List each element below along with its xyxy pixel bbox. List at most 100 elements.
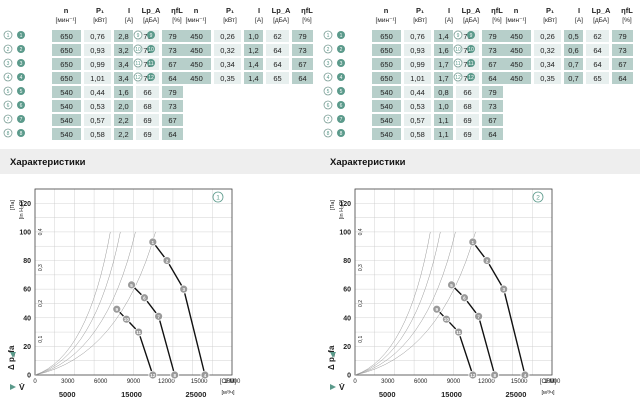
cell-bg	[84, 44, 111, 56]
y-tick-label: 100	[339, 229, 351, 236]
point-marker-3	[3, 58, 13, 68]
col-unit-right-1: [кВт]	[223, 17, 237, 24]
table-cell-left-7-4: 64	[488, 130, 496, 139]
operating-point-label-5: 5	[450, 283, 453, 288]
cell-bg	[162, 114, 183, 126]
point-marker-text-1: 1	[327, 33, 330, 39]
table-cell-left-6-3: 69	[463, 116, 471, 125]
y-alt-tick-label: 0,3	[358, 264, 364, 271]
table-cell-left-3-1: 1,01	[90, 74, 105, 83]
col-unit-left-0: [мин⁻¹]	[56, 17, 77, 24]
operating-point-4	[200, 370, 210, 380]
row-ball-icon	[147, 45, 155, 53]
cell-bg	[182, 72, 211, 84]
point-marker-7	[3, 114, 13, 124]
table-cell-left-0-0: 650	[60, 32, 73, 41]
col-unit-left-3: [дБА]	[143, 17, 159, 24]
table-cell-left-6-4: 67	[168, 116, 176, 125]
table-cell-right-3-2: 0,7	[568, 74, 578, 83]
point-marker-text-3: 3	[7, 61, 10, 67]
table-cell-left-5-3: 68	[143, 102, 151, 111]
table-cell-left-4-3: 66	[463, 88, 471, 97]
table-cell-right-1-0: 450	[190, 46, 203, 55]
y-tick-label: 40	[23, 315, 31, 322]
y-alt-tick-label: 0,1	[358, 336, 364, 343]
y-alt-tick-label: 0,3	[38, 264, 44, 271]
table-cell-left-6-4: 67	[488, 116, 496, 125]
cell-bg	[456, 114, 479, 126]
operating-point-1	[468, 237, 478, 247]
table-cell-left-2-2: 1,7	[438, 60, 448, 69]
row-ball-icon	[337, 59, 345, 67]
operating-point-2	[482, 256, 492, 265]
x-tick-m3h-label: 25000	[506, 390, 527, 399]
x-tick-cfm-label: 6000	[414, 379, 428, 385]
row-ball-icon	[17, 129, 25, 137]
cell-bg	[114, 44, 133, 56]
row-ball-label-3: 3	[340, 61, 343, 67]
table-cell-right-0-0: 450	[510, 32, 523, 41]
col-unit-left-0: [мин⁻¹]	[376, 17, 397, 24]
cell-bg	[52, 44, 81, 56]
row-ball-icon	[17, 31, 25, 39]
cell-bg	[266, 44, 289, 56]
cell-bg	[372, 100, 401, 112]
cell-bg	[404, 114, 431, 126]
x-axis-arrow-icon	[330, 384, 336, 390]
point-marker-12	[453, 72, 463, 82]
col-unit-left-4: [%]	[172, 17, 182, 24]
table-cell-right-2-0: 450	[510, 60, 523, 69]
operating-point-12	[468, 370, 478, 380]
cell-bg	[114, 128, 133, 140]
table-cell-left-6-0: 540	[380, 116, 393, 125]
table-cell-left-3-2: 3,4	[118, 74, 128, 83]
table-cell-right-2-2: 0,7	[568, 60, 578, 69]
col-unit-left-1: [кВт]	[413, 17, 427, 24]
table-cell-left-1-1: 0,93	[90, 46, 105, 55]
col-header-left-2: I	[448, 6, 450, 15]
table-cell-left-4-3: 66	[143, 88, 151, 97]
operating-point-label-1: 1	[472, 240, 475, 245]
cell-bg	[182, 44, 211, 56]
point-marker-text-10: 10	[455, 47, 461, 53]
cell-bg	[162, 30, 183, 42]
operating-point-9	[432, 304, 442, 314]
cell-bg	[214, 72, 241, 84]
cell-bg	[482, 114, 503, 126]
operating-point-label-4: 4	[524, 373, 527, 378]
row-ball-label-10: 10	[148, 47, 154, 53]
col-unit-right-1: [кВт]	[543, 17, 557, 24]
table-cell-left-6-1: 0,57	[410, 116, 425, 125]
x-tick-m3h-label: 15000	[121, 390, 142, 399]
table-cell-left-1-4: 73	[488, 46, 496, 55]
y-tick-label: 0	[347, 373, 351, 380]
table-cell-left-4-2: 1,6	[118, 88, 128, 97]
x-tick-cfm-label: 18000	[544, 379, 561, 385]
x-tick-cfm-label: 0	[33, 379, 37, 385]
row-ball-icon	[147, 59, 155, 67]
section-title: Характеристики	[10, 157, 86, 168]
table-cell-right-3-4: 64	[618, 74, 626, 83]
table-cell-left-7-2: 2,2	[118, 130, 128, 139]
cell-bg	[244, 72, 263, 84]
table-cell-right-0-2: 1,0	[248, 32, 258, 41]
point-marker-text-6: 6	[327, 103, 330, 109]
cell-bg	[266, 30, 289, 42]
y-tick-label: 40	[343, 315, 351, 322]
y-alt-tick-label: 0,2	[38, 300, 44, 307]
cell-bg	[52, 58, 81, 70]
cell-bg	[404, 100, 431, 112]
point-marker-text-2: 2	[327, 47, 330, 53]
cell-bg	[434, 44, 453, 56]
cell-bg	[214, 58, 241, 70]
cell-bg	[434, 114, 453, 126]
panel-1: n [мин⁻¹] P₁ [кВт] I [A] Lp_A [дБА] ηfL [%] n [мин⁻…	[0, 6, 320, 399]
section-title-bar	[0, 149, 320, 174]
row-ball-icon	[337, 101, 345, 109]
cell-bg	[372, 86, 401, 98]
table-cell-right-1-3: 64	[273, 46, 281, 55]
efficiency-guide-curve	[354, 231, 431, 376]
table-cell-right-0-2: 0,5	[568, 32, 578, 41]
